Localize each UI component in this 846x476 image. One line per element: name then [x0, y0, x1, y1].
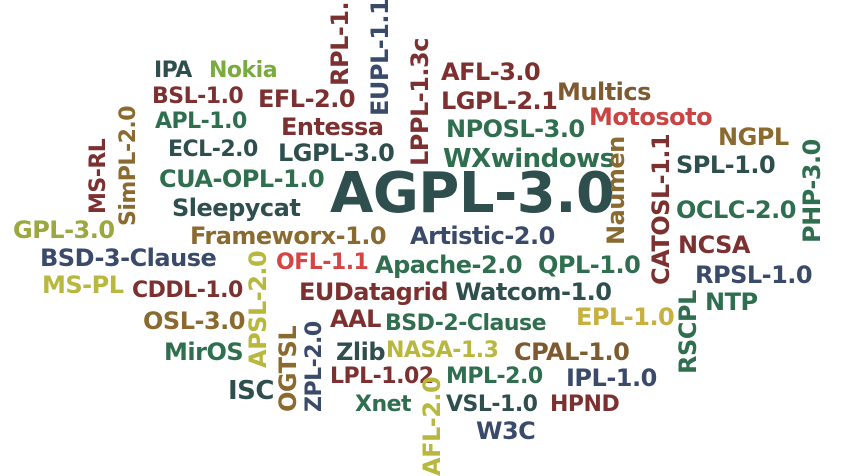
- word-rscpl: RSCPL: [674, 290, 702, 374]
- word-entessa: Entessa: [281, 113, 384, 141]
- word-bsd2: BSD-2-Clause: [385, 311, 547, 336]
- word-multics: Multics: [557, 78, 651, 106]
- word-gpl3: GPL-3.0: [13, 216, 115, 244]
- word-apsl: APSL-2.0: [244, 250, 272, 368]
- word-ofl: OFL-1.1: [276, 250, 369, 275]
- word-ngpl: NGPL: [718, 123, 789, 151]
- word-ecl: ECL-2.0: [168, 137, 258, 162]
- word-afl: AFL-3.0: [441, 58, 541, 86]
- word-mpl: MPL-2.0: [446, 364, 543, 389]
- word-sleepycat: Sleepycat: [172, 194, 301, 222]
- word-rpl: RPL-1.5: [326, 0, 354, 86]
- word-ncsa: NCSA: [678, 231, 751, 259]
- word-cpal: CPAL-1.0: [514, 338, 630, 366]
- word-lppl: LPPL-1.3c: [406, 38, 434, 166]
- word-agpl: AGPL-3.0: [330, 161, 615, 226]
- word-ogtsl: OGTSL: [274, 325, 302, 412]
- word-lgpl3: LGPL-3.0: [278, 139, 395, 167]
- word-frameworx: Frameworx-1.0: [190, 222, 387, 250]
- word-qpl: QPL-1.0: [538, 251, 641, 279]
- word-mspl: MS-PL: [42, 271, 124, 299]
- word-lgpl21: LGPL-2.1: [441, 87, 558, 115]
- word-osl: OSL-3.0: [143, 307, 245, 335]
- word-spl: SPL-1.0: [676, 151, 776, 179]
- word-bsd3: BSD-3-Clause: [40, 244, 217, 272]
- word-simpl: SimPL-2.0: [116, 105, 141, 226]
- word-nasa: NASA-1.3: [386, 338, 499, 363]
- word-zlib: Zlib: [336, 338, 386, 366]
- word-lpl: LPL-1.02: [330, 364, 434, 389]
- word-cddl: CDDL-1.0: [132, 278, 243, 303]
- word-aal: AAL: [330, 305, 381, 333]
- word-watcom: Watcom-1.0: [455, 278, 612, 306]
- word-ntp: NTP: [705, 288, 758, 316]
- word-wxwindows: WXwindows: [443, 144, 615, 174]
- word-miros: MirOS: [164, 338, 244, 366]
- word-naumen: Naumen: [602, 136, 630, 245]
- word-xnet: Xnet: [355, 392, 412, 417]
- word-catosl: CATOSL-1.1: [647, 133, 675, 285]
- word-zpl: ZPL-2.0: [302, 321, 327, 412]
- word-artistic: Artistic-2.0: [410, 222, 555, 250]
- word-eudatagrid: EUDatagrid: [299, 278, 449, 306]
- word-apl: APL-1.0: [155, 109, 247, 134]
- word-nokia: Nokia: [209, 58, 278, 83]
- word-vsl: VSL-1.0: [446, 392, 538, 417]
- word-isc: ISC: [228, 376, 274, 406]
- word-eupl: EUPL-1.1: [366, 0, 394, 116]
- word-msrl: MS-RL: [86, 138, 111, 214]
- word-efl: EFL-2.0: [258, 85, 356, 113]
- word-ipl: IPL-1.0: [566, 364, 657, 392]
- word-ipa: IPA: [154, 58, 192, 83]
- word-hpnd: HPND: [550, 392, 620, 417]
- word-php: PHP-3.0: [798, 139, 826, 243]
- word-epl: EPL-1.0: [576, 303, 675, 331]
- word-apache: Apache-2.0: [375, 251, 523, 279]
- word-afl2: AFL-2.0: [418, 376, 446, 476]
- word-cuaopl: CUA-OPL-1.0: [159, 165, 325, 193]
- word-w3c: W3C: [476, 417, 536, 445]
- word-rpsl: RPSL-1.0: [695, 261, 813, 289]
- word-motosoto: Motosoto: [589, 103, 713, 131]
- word-bsl: BSL-1.0: [152, 84, 244, 109]
- word-nposl: NPOSL-3.0: [446, 115, 585, 143]
- word-oclc: OCLC-2.0: [676, 196, 796, 224]
